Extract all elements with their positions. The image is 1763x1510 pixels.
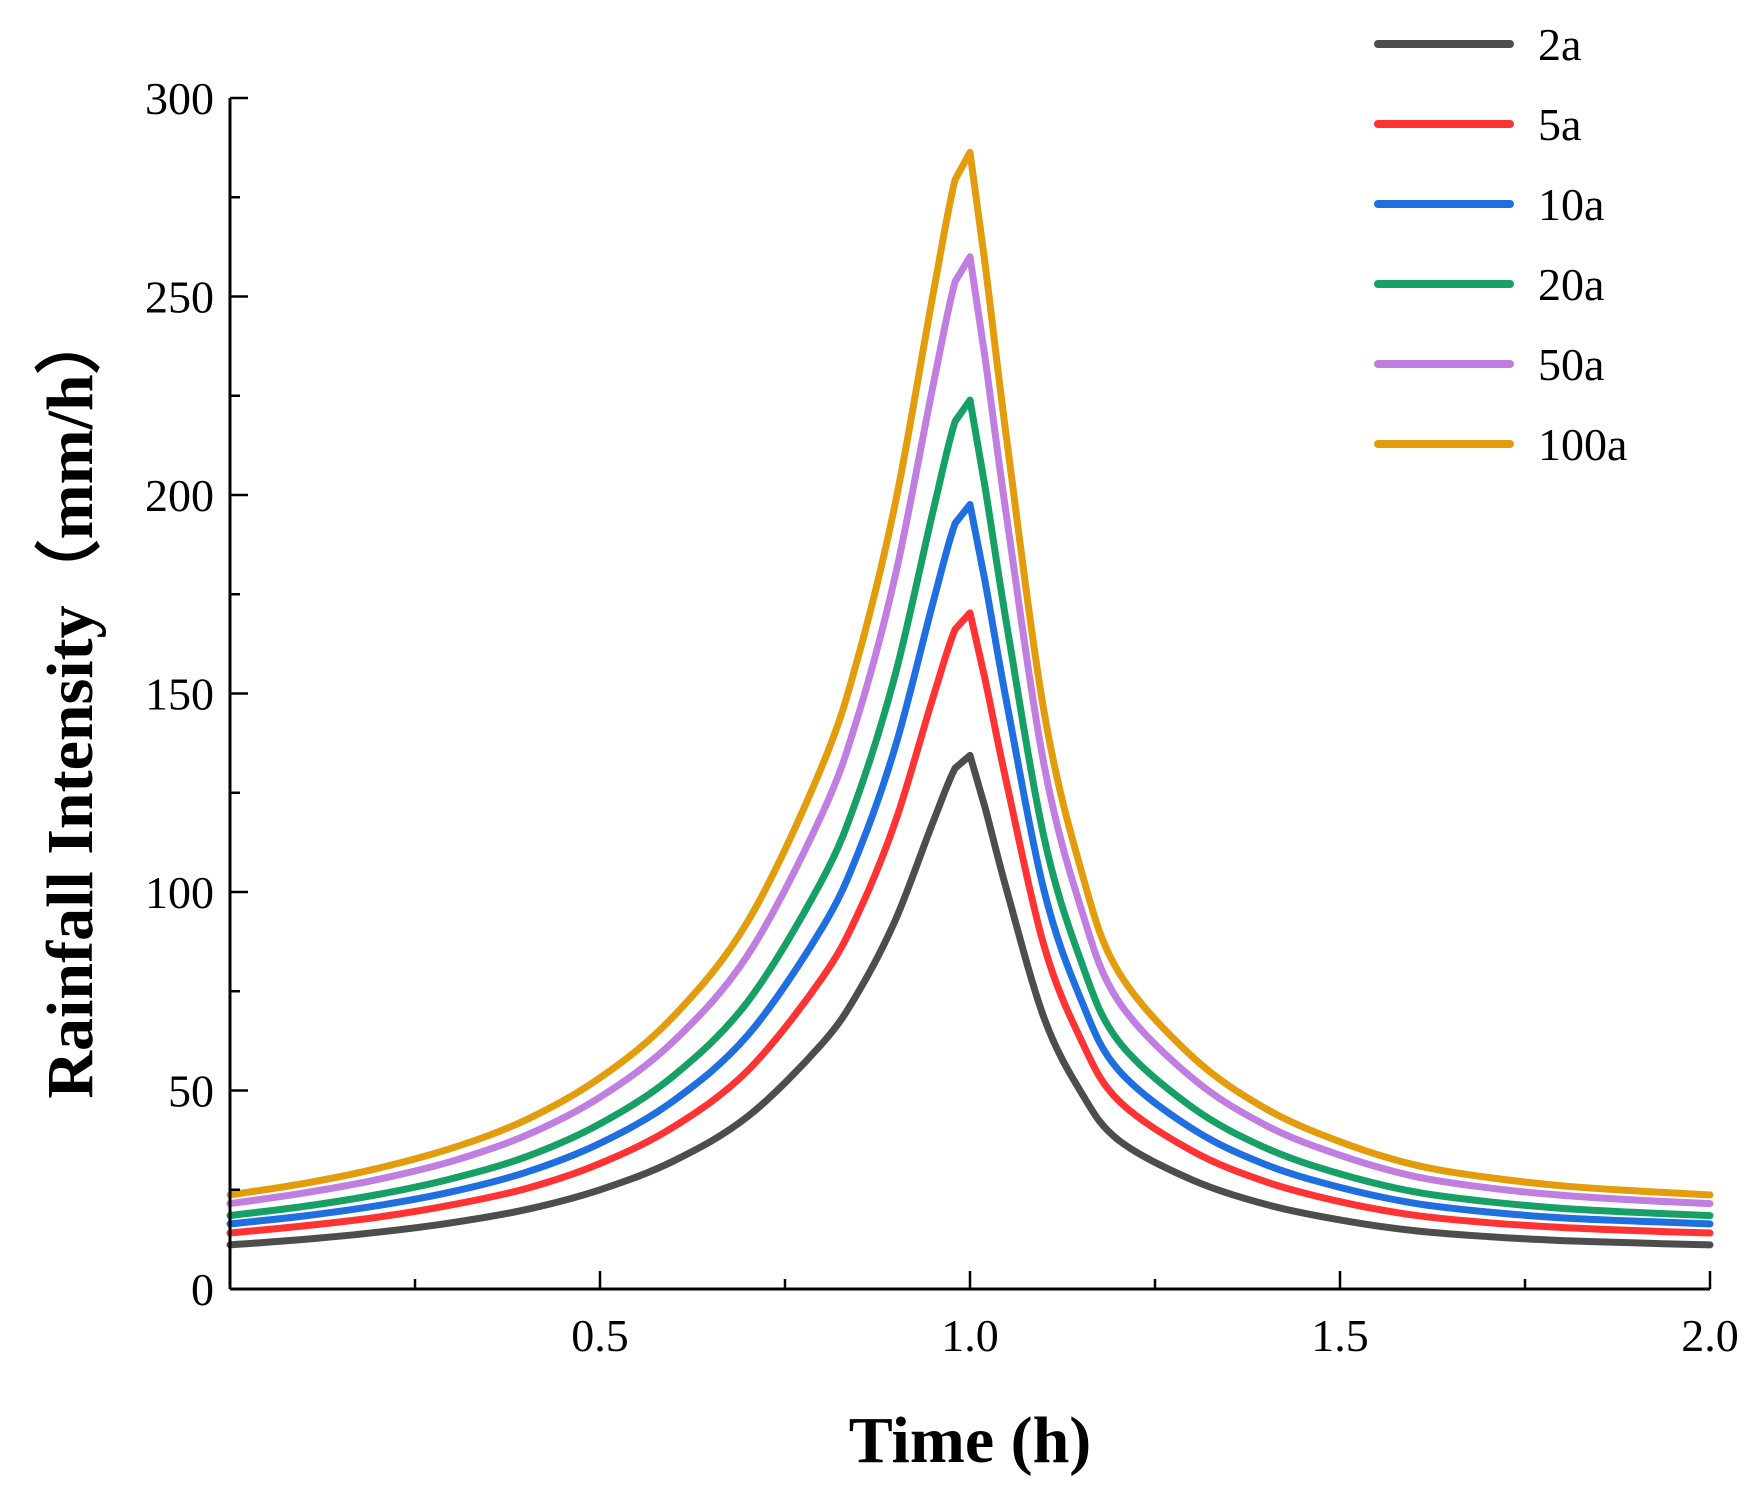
series-line-2a: [226, 751, 1714, 1249]
y-tick-label-250: 250: [145, 272, 214, 323]
x-tick-label-2.0: 2.0: [1681, 1310, 1739, 1361]
legend-label-5a: 5a: [1538, 99, 1581, 150]
legend-label-10a: 10a: [1538, 179, 1604, 230]
y-tick-label-50: 50: [168, 1066, 214, 1117]
y-tick-label-200: 200: [145, 470, 214, 521]
series-line-20a: [226, 396, 1714, 1220]
legend: 2a 5a 10a 20a 50a 100a: [1374, 19, 1627, 470]
legend-label-2a: 2a: [1538, 19, 1581, 70]
x-tick-label-1.5: 1.5: [1311, 1310, 1369, 1361]
x-tick-label-1.0: 1.0: [941, 1310, 999, 1361]
y-tick-label-300: 300: [145, 73, 214, 124]
legend-label-50a: 50a: [1538, 339, 1604, 390]
legend-label-20a: 20a: [1538, 259, 1604, 310]
series-line-5a: [226, 609, 1714, 1237]
series-line-50a: [226, 253, 1714, 1208]
series-line-10a: [226, 501, 1714, 1228]
y-tick-label-150: 150: [145, 669, 214, 720]
y-tick-label-0: 0: [191, 1264, 214, 1315]
x-tick-label-0.5: 0.5: [571, 1310, 629, 1361]
series-layer: [226, 148, 1714, 1249]
legend-label-100a: 100a: [1538, 419, 1627, 470]
series-line-100a: [226, 148, 1714, 1199]
ticks-layer: 0 50 100 150 200 250 300 0.5 1.0 1.5 2.0: [145, 73, 1739, 1361]
y-tick-label-100: 100: [145, 867, 214, 918]
x-axis-title: Time (h): [849, 1404, 1092, 1477]
y-axis-title: Rainfall Intensity（mm/h）: [33, 308, 107, 1098]
